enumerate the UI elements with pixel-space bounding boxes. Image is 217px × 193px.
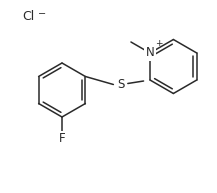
Text: S: S	[118, 78, 125, 91]
Text: F: F	[59, 133, 65, 146]
Text: N: N	[146, 47, 154, 59]
Text: Cl: Cl	[22, 10, 34, 24]
Text: −: −	[38, 9, 46, 19]
Text: +: +	[155, 39, 163, 48]
